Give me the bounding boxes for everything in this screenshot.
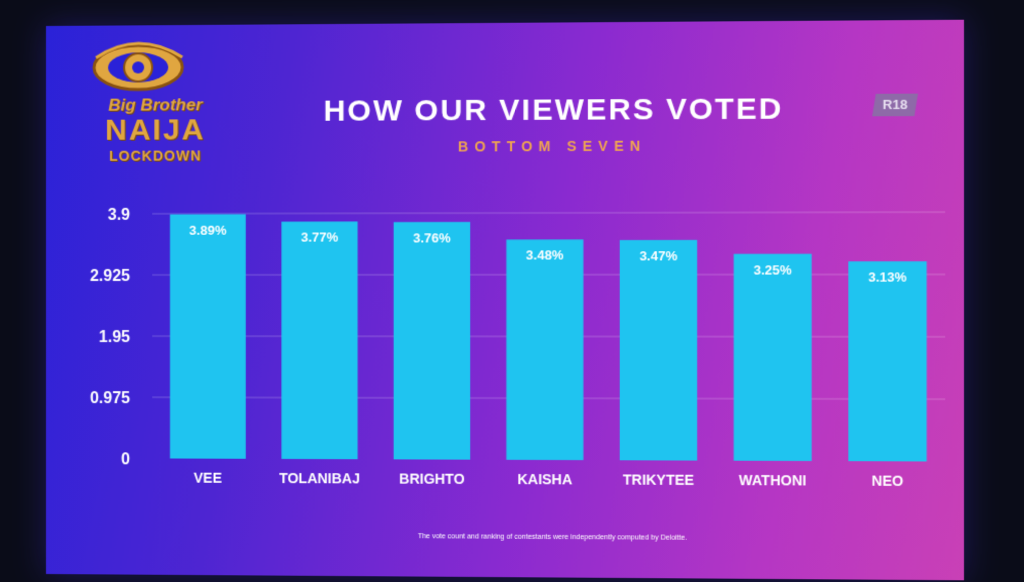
bar-tolanibaj [281,221,358,460]
x-tick-label: KAISHA [517,471,572,487]
x-tick-label: TOLANIBAJ [279,470,360,486]
data-label: 3.48% [526,248,564,263]
eye-logo-icon [92,41,184,91]
x-tick-label: VEE [194,470,222,486]
data-label: 3.76% [413,230,451,245]
bar-trikytee [619,239,698,461]
bar-kaisha [506,239,584,461]
bar-wathoni [733,253,812,462]
x-axis-labels: VEE TOLANIBAJ BRIGHTO KAISHA TRIKYTEE WATHONI… [194,470,904,489]
y-axis-ticks: 0 0.975 1.95 2.925 3.9 [90,207,130,469]
bar-brighto [393,221,471,460]
tv-screen: Big Brother NAIJA LOCKDOWN HOW OUR VIEWE… [46,19,965,581]
x-tick-label: BRIGHTO [399,470,465,486]
y-tick-label: 0.975 [90,390,130,407]
data-label: 3.89% [189,222,227,237]
bars [169,214,927,462]
y-tick-label: 0 [121,451,130,468]
x-tick-label: NEO [872,472,904,488]
show-logo: Big Brother NAIJA LOCKDOWN [90,33,221,174]
data-label: 3.77% [301,230,339,245]
data-labels: 3.89% 3.77% 3.76% 3.48% 3.47% 3.25% 3.13% [189,222,907,285]
bar-vee [169,214,246,459]
y-tick-label: 3.9 [108,207,130,224]
y-tick-label: 1.95 [99,329,130,346]
data-label: 3.47% [639,248,677,263]
y-tick-label: 2.925 [90,268,130,285]
data-label: 3.13% [868,270,907,285]
bar-neo [848,261,927,462]
data-label: 3.25% [754,262,793,277]
x-tick-label: TRIKYTEE [623,471,694,488]
grid-line [152,212,945,214]
x-tick-label: WATHONI [739,472,806,489]
